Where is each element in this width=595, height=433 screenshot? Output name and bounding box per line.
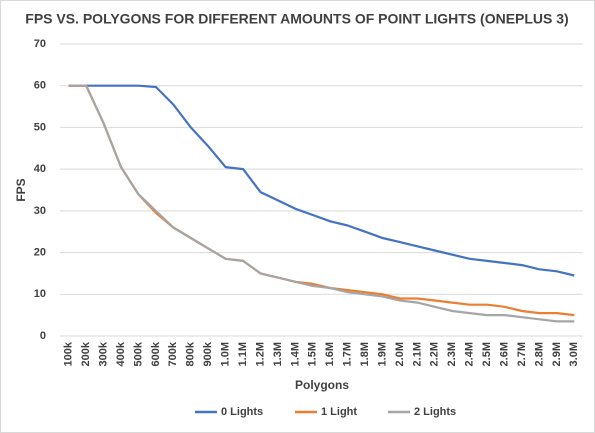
- x-tick-label: 1.2M: [254, 342, 266, 366]
- x-tick-label: 500k: [132, 341, 144, 366]
- x-tick-label: 800k: [185, 341, 197, 366]
- series-line: [68, 84, 575, 323]
- x-tick-label: 1.4M: [289, 342, 301, 366]
- x-tick-label: 1.5M: [307, 342, 319, 366]
- x-tick-label: 1.8M: [359, 342, 371, 366]
- x-tick-label: 2.6M: [498, 342, 510, 366]
- y-tick-label: 20: [34, 246, 46, 258]
- x-tick-label: 1.7M: [342, 342, 354, 366]
- x-tick-label: 100k: [63, 341, 75, 366]
- x-tick-label: 1.3M: [272, 342, 284, 366]
- y-tick-label: 60: [34, 80, 46, 92]
- x-tick-label: 2.7M: [516, 342, 528, 366]
- x-tick-label: 200k: [80, 341, 92, 366]
- x-tick-label: 1.9M: [376, 342, 388, 366]
- x-tick-label: 1.1M: [237, 342, 249, 366]
- x-tick-label: 300k: [97, 341, 109, 366]
- x-axis-title: Polygons: [295, 378, 349, 392]
- x-tick-label: 600k: [150, 341, 162, 366]
- y-tick-label: 30: [34, 205, 46, 217]
- y-tick-label: 40: [34, 163, 46, 175]
- chart-title: FPS VS. POLYGONS FOR DIFFERENT AMOUNTS O…: [25, 11, 568, 27]
- y-tick-label: 70: [34, 38, 46, 50]
- x-tick-label: 2.2M: [429, 342, 441, 366]
- x-tick-label: 2.8M: [533, 342, 545, 366]
- x-tick-label: 2.9M: [551, 342, 563, 366]
- x-tick-label: 3.0M: [568, 342, 580, 366]
- x-tick-label: 2.5M: [481, 342, 493, 366]
- x-tick-label: 900k: [202, 341, 214, 366]
- x-tick-label: 700k: [167, 341, 179, 366]
- x-tick-label: 2.4M: [464, 342, 476, 366]
- y-axis-title: FPS: [14, 178, 28, 201]
- x-tick-label: 400k: [115, 341, 127, 366]
- y-tick-label: 50: [34, 121, 46, 133]
- series-line: [68, 84, 575, 277]
- x-tick-label: 2.3M: [446, 342, 458, 366]
- x-tick-label: 2.0M: [394, 342, 406, 366]
- y-tick-label: 0: [40, 330, 46, 342]
- x-tick-label: 2.1M: [411, 342, 423, 366]
- legend-label: 1 Light: [321, 406, 357, 418]
- y-tick-label: 10: [34, 288, 46, 300]
- legend-label: 0 Lights: [221, 406, 263, 418]
- legend-label: 2 Lights: [414, 406, 456, 418]
- x-tick-label: 1.0M: [220, 342, 232, 366]
- x-tick-label: 1.6M: [324, 342, 336, 366]
